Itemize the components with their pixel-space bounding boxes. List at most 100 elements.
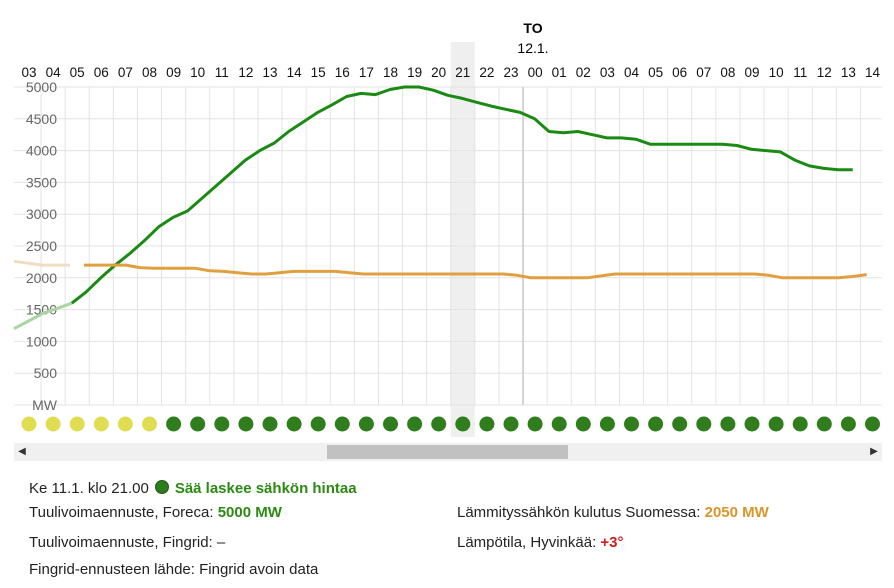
y-tick-label: 3500	[26, 174, 57, 190]
x-tick-label: 21	[455, 65, 470, 80]
x-tick-label: 22	[479, 65, 494, 80]
hour-marker-dot	[792, 416, 808, 432]
hour-marker-dot	[720, 416, 736, 432]
hour-marker-dot	[93, 416, 109, 432]
chart-scrollbar[interactable]: ◀ ▶	[14, 443, 882, 461]
hour-marker-dot	[744, 416, 760, 432]
x-tick-label: 03	[21, 65, 36, 80]
y-tick-label: 4000	[26, 143, 57, 159]
x-tick-label: 07	[118, 65, 133, 80]
source-value: Fingrid avoin data	[199, 561, 319, 578]
hour-marker-dot	[142, 416, 157, 432]
forecast-chart: TO 12.1. 03 04 05 06 07 08 09 10 11 12 13 14 15 16 17 1…	[13, 20, 882, 437]
heating-label: Lämmityssähkön kulutus Suomessa:	[457, 504, 701, 521]
foreca-value: 5000 MW	[217, 504, 282, 521]
hour-marker-dot	[672, 416, 688, 432]
hour-marker-dot	[624, 416, 639, 432]
x-tick-label: 17	[359, 65, 374, 80]
hour-marker-dot	[21, 416, 37, 432]
x-tick-label: 08	[720, 65, 735, 80]
gridlines	[14, 86, 882, 406]
series-history-line	[13, 259, 70, 267]
status-row: Ke 11.1. klo 21.00 Sää laskee sähkön hint…	[29, 480, 357, 497]
fingrid-row: Tuulivoimaennuste, Fingrid: –	[29, 534, 225, 551]
hour-marker-dot	[117, 416, 133, 432]
hour-marker-dot	[238, 416, 254, 432]
y-tick-label: 3000	[26, 206, 57, 222]
x-tick-label: 13	[262, 65, 277, 80]
x-tick-label: 00	[528, 65, 543, 80]
day-label: TO	[523, 20, 542, 36]
hour-marker-dot	[45, 416, 61, 432]
hour-marker-dot	[383, 416, 398, 432]
x-tick-label: 06	[94, 65, 109, 80]
scroll-right-arrow-icon[interactable]: ▶	[870, 446, 878, 457]
hour-marker-dot	[527, 416, 543, 432]
hour-marker-dot	[190, 416, 206, 432]
hour-marker-dot	[262, 416, 278, 432]
x-tick-label: 07	[696, 65, 711, 80]
fingrid-label: Tuulivoimaennuste, Fingrid:	[29, 534, 213, 551]
x-axis-ticks: 03 04 05 06 07 08 09 10 11 12 13 14 15 16 17 18 19 20 21 22…	[21, 65, 880, 80]
series-history-line	[13, 301, 73, 331]
x-tick-label: 06	[672, 65, 687, 80]
hour-marker-dot	[214, 416, 230, 432]
x-tick-label: 05	[648, 65, 663, 80]
x-tick-label: 14	[865, 65, 881, 80]
hour-marker-dot	[575, 416, 591, 432]
x-tick-label: 10	[190, 65, 205, 80]
fingrid-value: –	[216, 534, 226, 551]
hour-marker-dot	[455, 416, 471, 432]
foreca-label: Tuulivoimaennuste, Foreca:	[29, 504, 214, 521]
hour-marker-dot	[599, 416, 615, 432]
x-tick-label: 15	[311, 65, 326, 80]
x-tick-label: 04	[46, 65, 62, 80]
hour-marker-dot	[865, 416, 880, 432]
hour-marker-dot	[648, 416, 664, 432]
y-tick-label: 1000	[26, 333, 57, 349]
temperature-value: +3°	[600, 534, 624, 551]
date-label: 12.1.	[517, 40, 548, 56]
x-tick-label: 02	[576, 65, 591, 80]
hour-marker-dot	[816, 416, 832, 432]
source-label: Fingrid-ennusteen lähde:	[29, 561, 195, 578]
x-tick-label: 13	[841, 65, 856, 80]
heating-consumption-line	[83, 263, 867, 280]
hour-marker-dot	[69, 416, 85, 432]
y-tick-label: 2500	[26, 238, 57, 254]
source-row: Fingrid-ennusteen lähde: Fingrid avoin d…	[29, 561, 318, 578]
hour-marker-dot	[696, 416, 712, 432]
hour-marker-dot	[310, 416, 326, 432]
x-tick-label: 11	[215, 65, 229, 80]
foreca-row: Tuulivoimaennuste, Foreca: 5000 MW	[29, 504, 282, 521]
x-tick-label: 01	[552, 65, 567, 80]
hour-marker-dot	[431, 416, 447, 432]
temperature-row: Lämpötila, Hyvinkää: +3°	[457, 534, 624, 551]
temperature-label: Lämpötila, Hyvinkää:	[457, 534, 597, 551]
x-tick-label: 18	[383, 65, 398, 80]
y-unit-label: MW	[32, 397, 58, 413]
hour-marker-dot	[358, 416, 374, 432]
scroll-left-arrow-icon[interactable]: ◀	[18, 446, 26, 457]
hour-markers	[21, 416, 880, 432]
hour-marker-dot	[840, 416, 856, 432]
series-lines	[13, 85, 867, 331]
y-tick-label: 1500	[26, 302, 57, 318]
y-tick-label: 2000	[26, 270, 57, 286]
x-tick-label: 08	[142, 65, 157, 80]
x-tick-label: 19	[407, 65, 422, 80]
x-tick-label: 12	[817, 65, 832, 80]
x-tick-label: 10	[769, 65, 784, 80]
y-tick-label: 500	[34, 365, 58, 381]
x-tick-label: 20	[431, 65, 446, 80]
heating-value: 2050 MW	[704, 504, 769, 521]
x-tick-label: 05	[70, 65, 85, 80]
status-dot-icon	[154, 480, 169, 494]
status-text: Sää laskee sähkön hintaa	[174, 480, 357, 497]
x-tick-label: 23	[503, 65, 518, 80]
hour-marker-dot	[166, 416, 182, 432]
time-label: Ke 11.1. klo 21.00	[29, 480, 149, 497]
scrollbar-thumb[interactable]	[327, 445, 568, 459]
hour-marker-dot	[407, 416, 423, 432]
hour-marker-dot	[334, 416, 350, 432]
